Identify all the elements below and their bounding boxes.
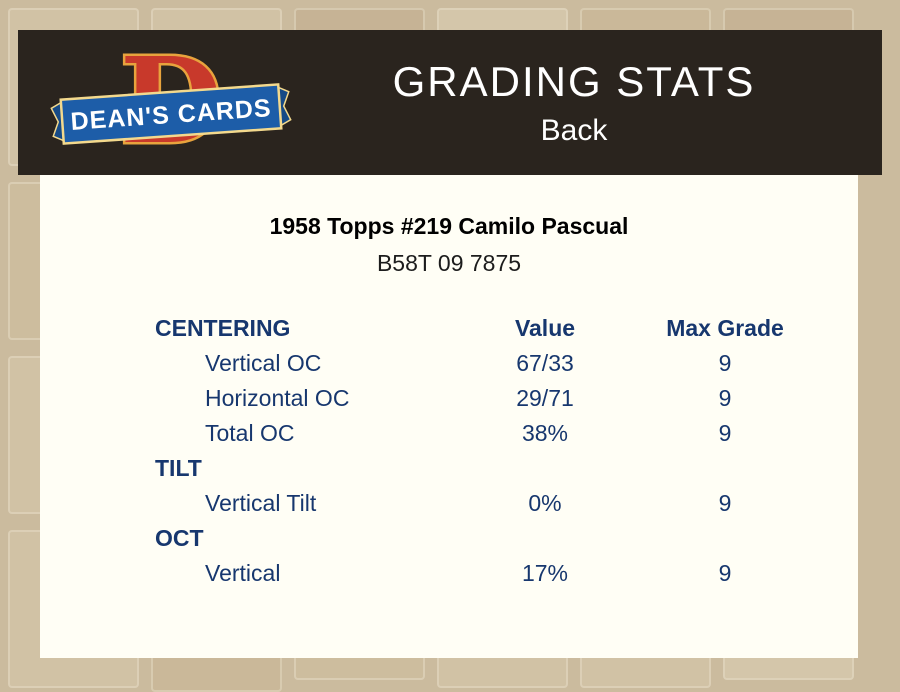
table-row: Total OC 38% 9 xyxy=(155,416,858,451)
table-section-row: OCT xyxy=(155,521,858,556)
table-row: Vertical OC 67/33 9 xyxy=(155,346,858,381)
header-text-block: GRADING STATS Back xyxy=(296,58,882,148)
card-title: 1958 Topps #219 Camilo Pascual xyxy=(269,213,629,239)
row-label: Vertical Tilt xyxy=(205,490,317,516)
row-value: 17% xyxy=(521,560,569,586)
table-row: Vertical 17% 9 xyxy=(155,556,858,591)
card-serial-code: B58T 09 7875 xyxy=(376,250,522,276)
content-panel: 1958 Topps #219 Camilo Pascual B58T 09 7… xyxy=(40,175,858,658)
row-max-grade: 9 xyxy=(718,560,732,586)
page-title: GRADING STATS xyxy=(392,57,756,105)
row-label: Vertical xyxy=(205,560,281,586)
table-header-row: CENTERING Value Max Grade xyxy=(155,311,858,346)
section-header-oct: OCT xyxy=(155,525,204,551)
row-max-grade: 9 xyxy=(718,490,732,516)
page-subtitle: Back xyxy=(540,113,608,147)
row-value: 38% xyxy=(521,420,569,446)
column-header-max-grade: Max Grade xyxy=(666,315,784,341)
table-row: Horizontal OC 29/71 9 xyxy=(155,381,858,416)
row-label: Total OC xyxy=(205,420,295,446)
header-bar: D DEAN'S CARDS GRADING STATS Back xyxy=(18,29,882,175)
section-header-tilt: TILT xyxy=(155,455,202,481)
row-max-grade: 9 xyxy=(718,350,732,376)
row-value: 67/33 xyxy=(516,350,574,376)
table-row: Vertical Tilt 0% 9 xyxy=(155,486,858,521)
row-max-grade: 9 xyxy=(718,420,732,446)
deans-cards-logo: D DEAN'S CARDS xyxy=(46,29,296,173)
column-header-value: Value xyxy=(514,315,576,341)
deans-cards-logo-icon: D DEAN'S CARDS xyxy=(50,29,292,173)
ribbon-banner xyxy=(59,83,283,145)
row-value: 29/71 xyxy=(516,385,574,411)
column-header-centering: CENTERING xyxy=(155,315,291,341)
table-section-row: TILT xyxy=(155,451,858,486)
row-label: Vertical OC xyxy=(205,350,322,376)
row-max-grade: 9 xyxy=(718,385,732,411)
row-label: Horizontal OC xyxy=(205,385,350,411)
grading-stats-table: CENTERING Value Max Grade Vertical OC 67… xyxy=(155,311,858,591)
row-value: 0% xyxy=(528,490,562,516)
